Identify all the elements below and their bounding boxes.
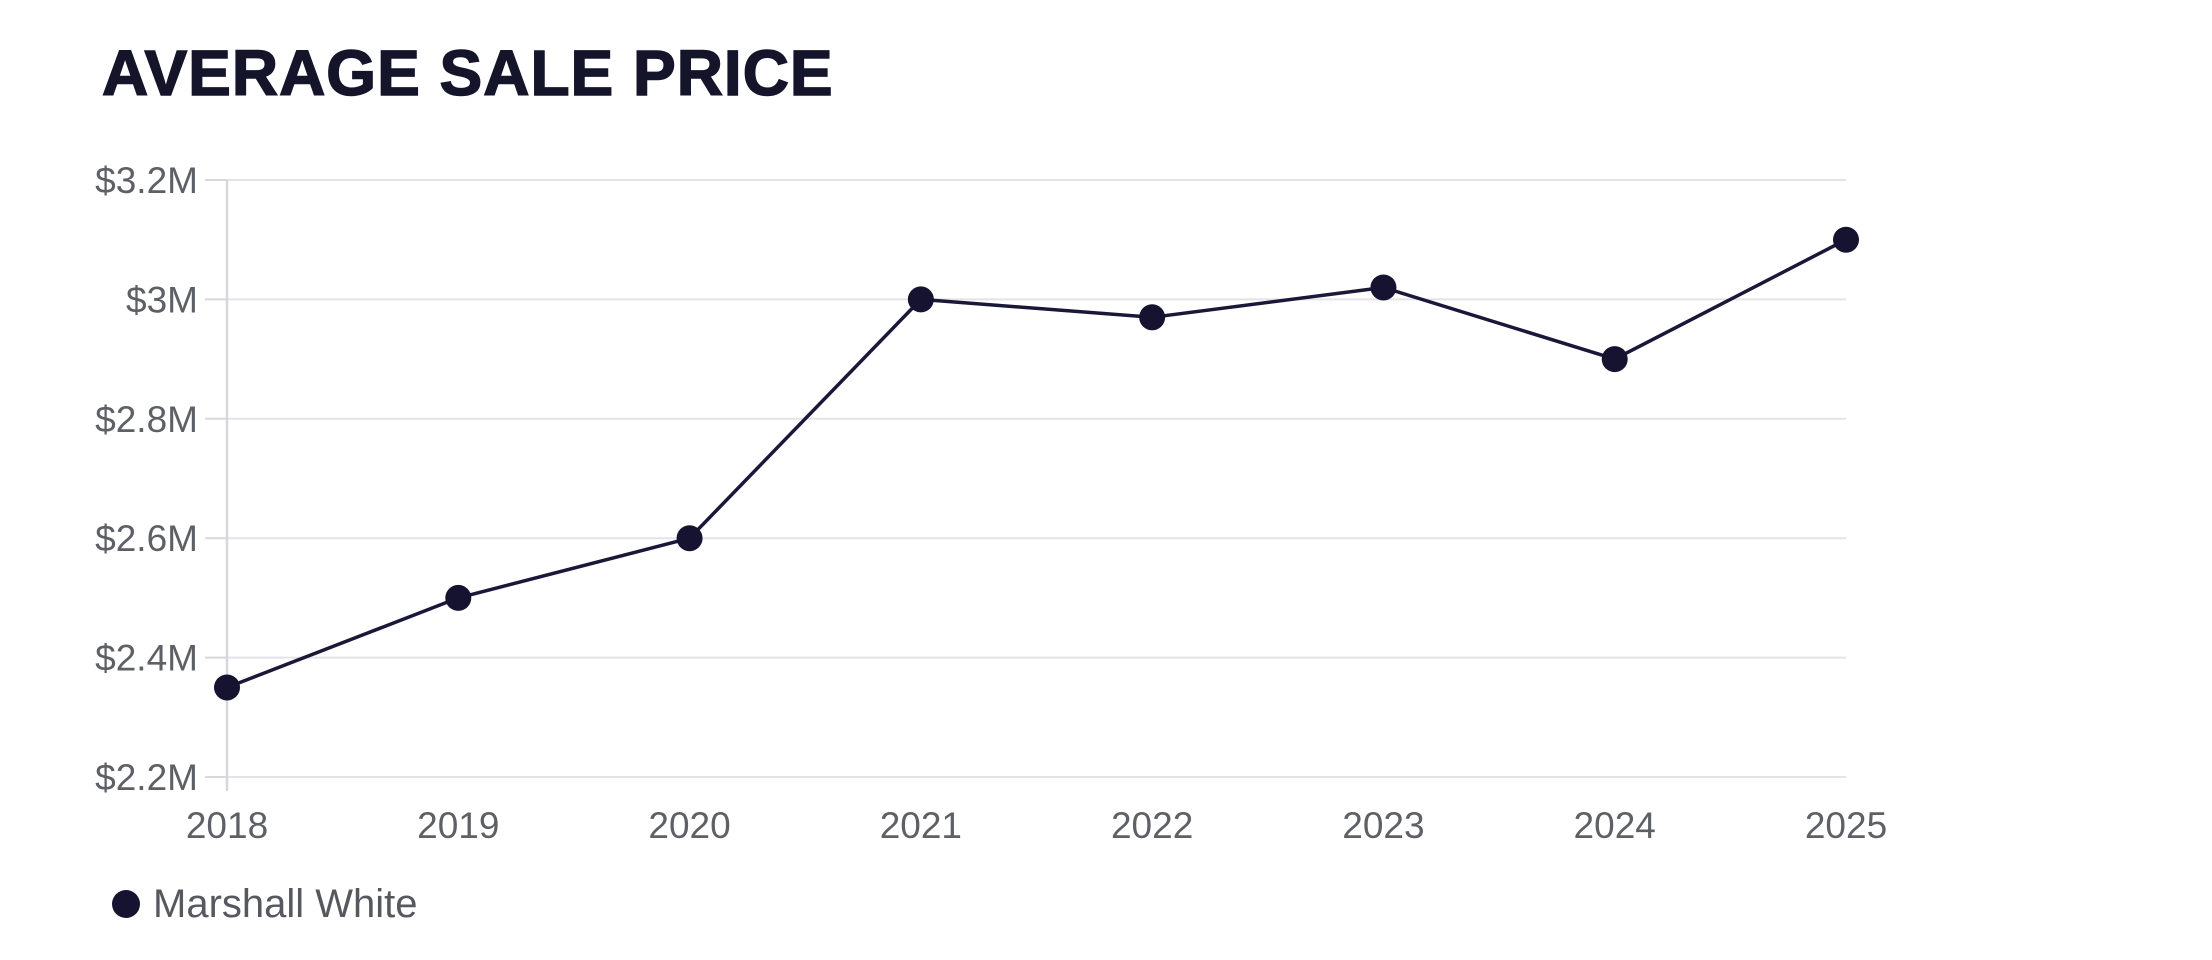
x-tick-label: 2018 <box>186 805 268 846</box>
x-tick-label: 2020 <box>648 805 730 846</box>
y-tick-label: $3M <box>126 279 198 320</box>
y-tick-label: $2.8M <box>95 399 198 440</box>
data-point <box>214 674 240 701</box>
legend: Marshall White <box>112 884 418 924</box>
y-tick-label: $2.2M <box>95 757 198 798</box>
data-point <box>676 525 703 552</box>
data-point <box>1370 274 1397 301</box>
x-tick-label: 2019 <box>417 805 499 846</box>
x-tick-label: 2021 <box>880 805 962 846</box>
data-point <box>1139 304 1166 331</box>
x-tick-label: 2022 <box>1111 805 1193 846</box>
y-tick-label: $2.4M <box>95 638 198 679</box>
legend-marker-icon <box>112 890 140 918</box>
x-tick-label: 2023 <box>1342 805 1424 846</box>
data-point <box>907 286 934 313</box>
y-tick-label: $3.2M <box>95 160 198 201</box>
x-tick-label: 2025 <box>1805 805 1887 846</box>
x-tick-label: 2024 <box>1574 805 1656 846</box>
chart-title: AVERAGE SALE PRICE <box>101 37 834 109</box>
y-tick-label: $2.6M <box>95 518 198 559</box>
data-point <box>1601 346 1628 373</box>
legend-label: Marshall White <box>153 882 418 926</box>
data-point <box>1833 226 1859 253</box>
data-point <box>445 584 472 611</box>
series-line <box>225 237 1848 690</box>
